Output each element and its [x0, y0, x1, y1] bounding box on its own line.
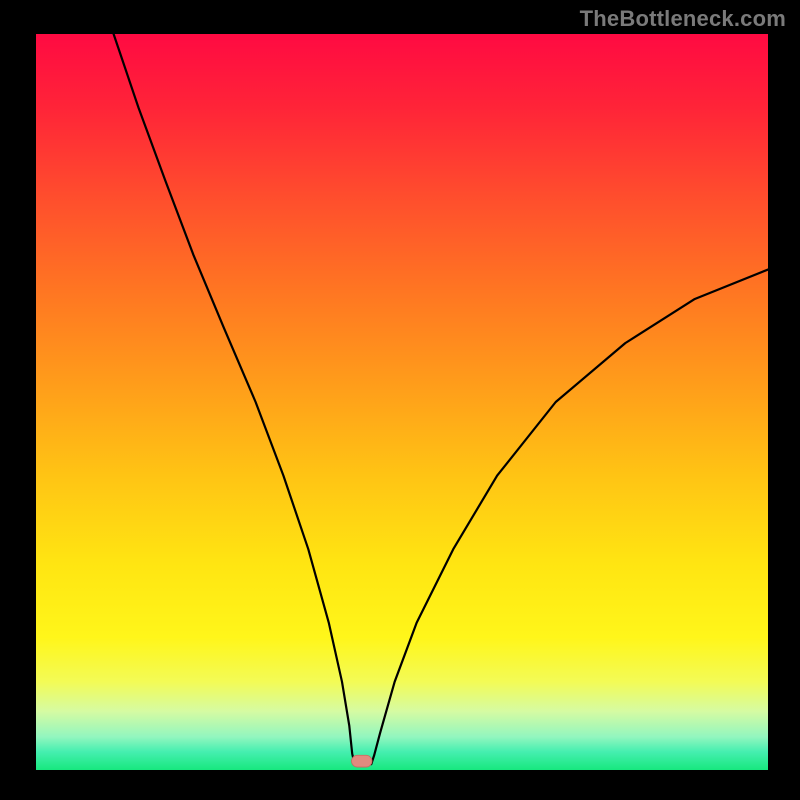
- optimal-marker: [351, 755, 372, 767]
- chart-container: TheBottleneck.com: [0, 0, 800, 800]
- plot-area: [36, 34, 768, 770]
- chart-svg: [36, 34, 768, 770]
- watermark-text: TheBottleneck.com: [580, 6, 786, 32]
